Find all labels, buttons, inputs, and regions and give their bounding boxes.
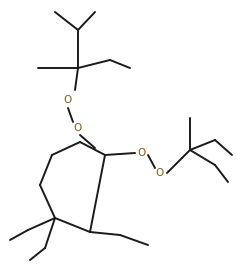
Text: O: O	[64, 95, 72, 105]
Text: O: O	[73, 123, 81, 133]
Text: O: O	[138, 148, 146, 158]
Text: O: O	[156, 168, 164, 178]
